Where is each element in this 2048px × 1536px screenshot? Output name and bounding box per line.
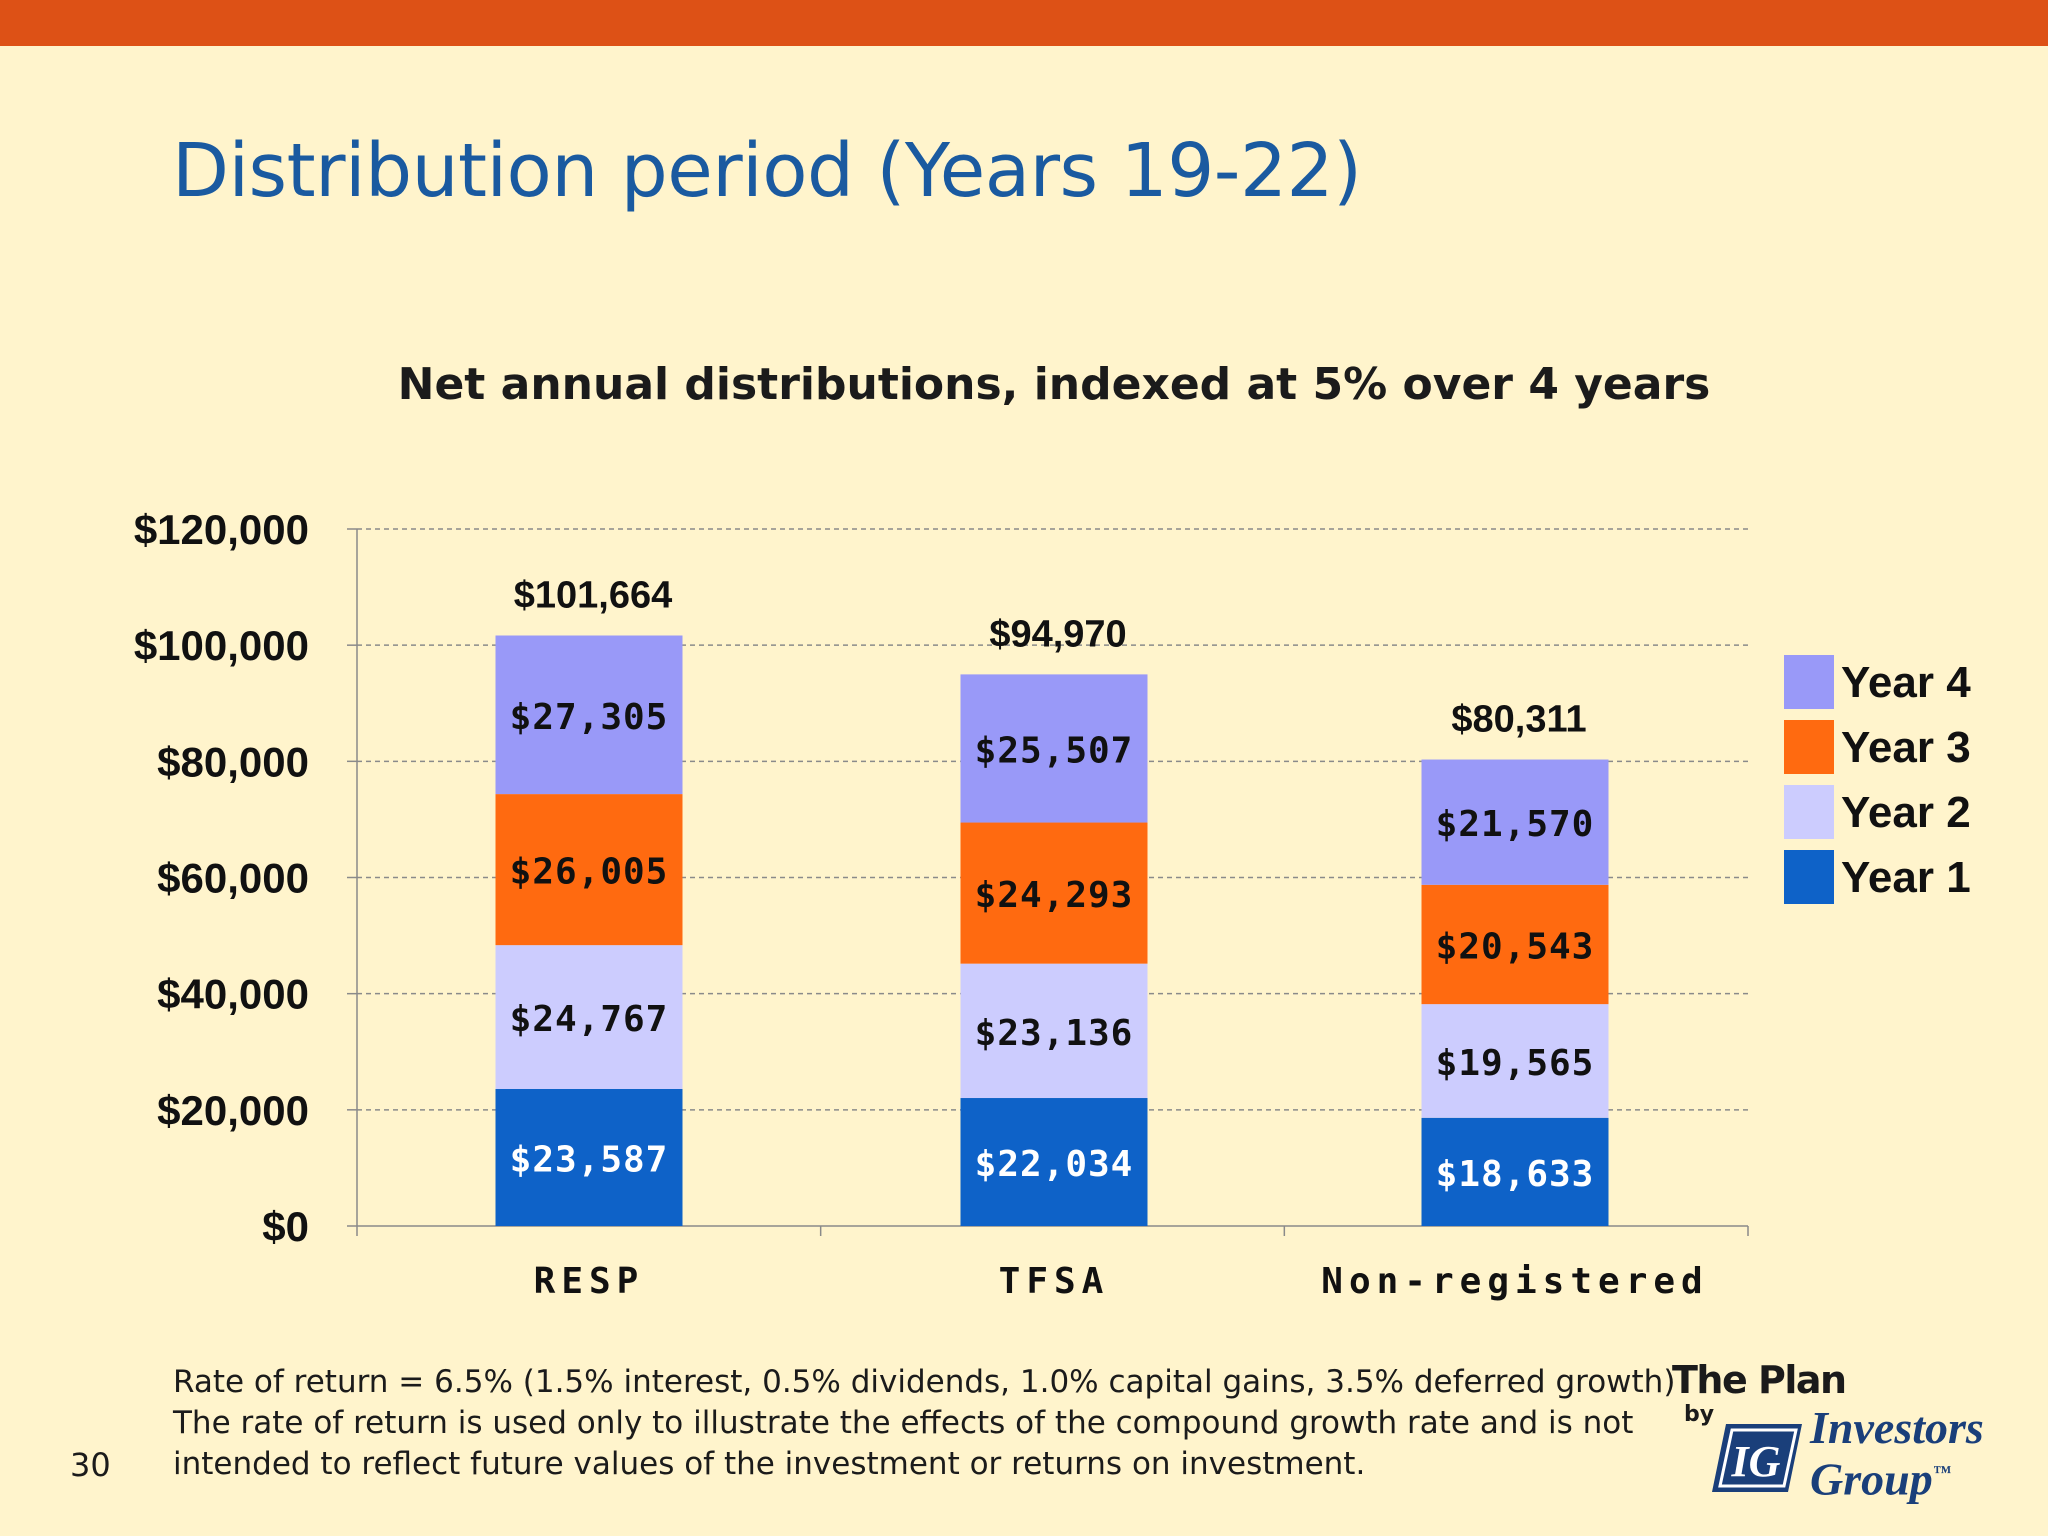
logo-name-line1: Investors (1810, 1402, 1984, 1453)
data-label: $18,633 (1436, 1154, 1595, 1195)
total-label: $80,311 (1451, 699, 1586, 741)
logo-title: The Plan (1672, 1358, 1847, 1402)
logo-name: Investors Group™ (1810, 1402, 1984, 1505)
bar-segment (960, 1098, 1148, 1226)
data-label: $25,507 (975, 730, 1134, 771)
y-tick-label: $80,000 (157, 738, 309, 785)
investors-group-logo: The Plan by IG Investors Group™ (1668, 1358, 2028, 1505)
logo-trademark: ™ (1932, 1462, 1951, 1482)
logo-name-line2-text: Group (1810, 1453, 1933, 1505)
data-label: $21,570 (1436, 804, 1595, 845)
y-tick-label: $60,000 (157, 855, 309, 902)
data-label: $23,136 (975, 1013, 1134, 1054)
bar-segment (1421, 884, 1609, 1005)
footnote-line: intended to reflect future values of the… (173, 1446, 1366, 1482)
bar-segment (495, 1088, 683, 1226)
bar-segment (495, 794, 683, 946)
y-tick-label: $40,000 (157, 971, 309, 1018)
total-label: $101,664 (514, 575, 673, 617)
data-label: $24,767 (510, 999, 669, 1040)
x-category-label: TFSA (999, 1261, 1110, 1302)
bar-segment (1421, 1117, 1609, 1226)
slide-title: Distribution period (Years 19-22) (172, 128, 1362, 214)
y-tick-label: $120,000 (134, 506, 309, 553)
data-label: $24,293 (975, 875, 1134, 916)
ig-logo-icon: IG (1712, 1424, 1802, 1492)
bar-segment (495, 635, 683, 795)
logo-by: by (1684, 1402, 1715, 1427)
y-tick-label: $0 (262, 1203, 309, 1250)
data-label: $23,587 (510, 1139, 669, 1180)
bar-segment (495, 945, 683, 1089)
bar-segment (960, 674, 1148, 823)
footnote-line: The rate of return is used only to illus… (173, 1405, 1634, 1441)
data-label: $27,305 (510, 697, 669, 738)
logo-name-line2: Group™ (1810, 1450, 1984, 1505)
bar-segment (960, 822, 1148, 964)
y-tick-label: $20,000 (157, 1087, 309, 1134)
data-label: $19,565 (1436, 1043, 1595, 1084)
logo-mark-text: IG (1731, 1437, 1781, 1486)
legend-label: Year 4 (1841, 658, 1971, 707)
data-label: $20,543 (1436, 926, 1595, 967)
data-label: $22,034 (975, 1144, 1134, 1185)
legend-label: Year 3 (1841, 723, 1971, 772)
legend-swatch (1784, 785, 1834, 839)
legend-swatch (1784, 720, 1834, 774)
x-category-label: Non-registered (1321, 1261, 1708, 1302)
page-number: 30 (70, 1446, 111, 1484)
legend-label: Year 2 (1841, 788, 1971, 837)
chart-title: Net annual distributions, indexed at 5% … (398, 359, 1711, 410)
x-category-label: RESP (534, 1261, 645, 1302)
footnote-line: Rate of return = 6.5% (1.5% interest, 0.… (173, 1364, 1676, 1400)
total-label: $94,970 (989, 613, 1126, 655)
data-label: $26,005 (510, 852, 669, 893)
legend-swatch (1784, 655, 1834, 709)
legend-swatch (1784, 850, 1834, 904)
y-tick-label: $100,000 (134, 622, 309, 669)
bar-segment (960, 963, 1148, 1099)
bar-segment (1421, 759, 1609, 885)
top-accent-bar (0, 0, 2048, 46)
legend-label: Year 1 (1841, 853, 1971, 902)
bar-segment (1421, 1004, 1609, 1118)
footnote: Rate of return = 6.5% (1.5% interest, 0.… (173, 1362, 1675, 1485)
